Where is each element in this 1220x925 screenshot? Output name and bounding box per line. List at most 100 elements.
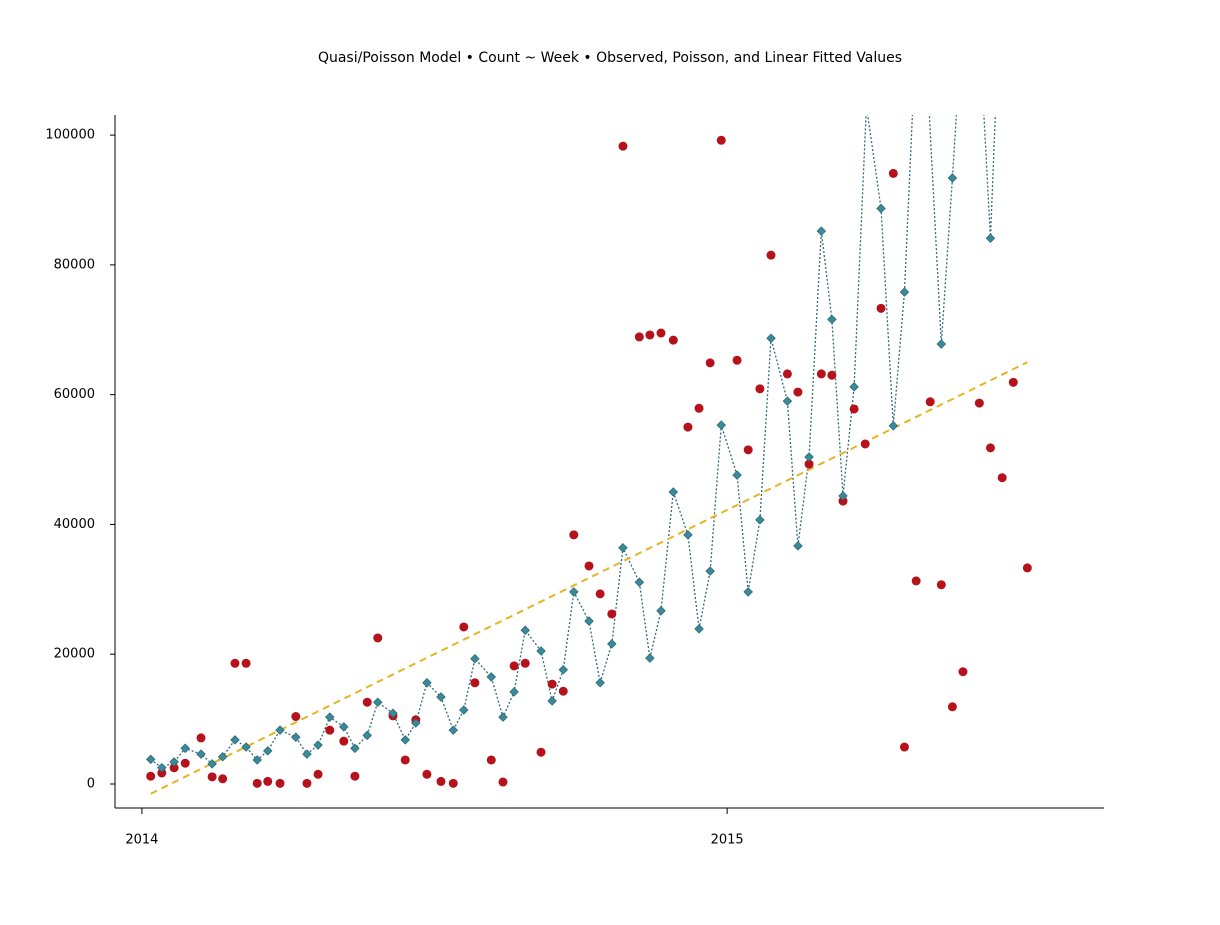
poisson-point bbox=[217, 751, 228, 762]
poisson-point bbox=[558, 665, 569, 675]
poisson-point bbox=[804, 452, 814, 462]
x-tick-label: 2015 bbox=[711, 833, 744, 848]
observed-point bbox=[241, 658, 251, 668]
observed-point bbox=[436, 776, 446, 786]
observed-point bbox=[849, 404, 859, 414]
observed-point bbox=[230, 658, 240, 668]
observed-point bbox=[486, 755, 496, 765]
observed-point bbox=[373, 633, 383, 643]
poisson-point bbox=[645, 653, 655, 663]
observed-point bbox=[302, 778, 312, 788]
poisson-point bbox=[584, 616, 594, 626]
linear-fit-line bbox=[150, 361, 1028, 795]
poisson-point bbox=[888, 421, 899, 431]
observed-point bbox=[716, 135, 726, 145]
observed-point bbox=[634, 332, 644, 342]
poisson-point bbox=[547, 696, 557, 706]
observed-point bbox=[350, 771, 360, 781]
observed-point bbox=[325, 725, 335, 735]
observed-point bbox=[1022, 563, 1032, 573]
poisson-point bbox=[694, 624, 704, 634]
observed-point bbox=[218, 774, 228, 784]
poisson-point bbox=[595, 678, 605, 688]
poisson-point bbox=[827, 314, 837, 325]
observed-point bbox=[755, 384, 765, 394]
observed-point bbox=[459, 622, 469, 632]
observed-point bbox=[146, 771, 156, 781]
poisson-point bbox=[230, 735, 240, 745]
observed-point bbox=[958, 667, 968, 677]
poisson-line bbox=[150, 115, 996, 769]
poisson-point bbox=[520, 625, 530, 635]
poisson-point bbox=[498, 712, 508, 722]
observed-point bbox=[196, 733, 206, 743]
observed-point bbox=[558, 686, 568, 696]
observed-point bbox=[618, 141, 628, 151]
observed-point bbox=[838, 496, 848, 506]
poisson-point bbox=[849, 382, 859, 392]
poisson-point bbox=[196, 749, 206, 759]
poisson-point bbox=[411, 718, 421, 728]
observed-point bbox=[656, 328, 666, 338]
observed-point bbox=[705, 358, 715, 368]
poisson-point bbox=[207, 759, 217, 769]
poisson-point bbox=[313, 740, 323, 750]
poisson-point bbox=[388, 708, 398, 719]
observed-point bbox=[766, 250, 776, 260]
poisson-point bbox=[668, 487, 679, 497]
observed-point bbox=[362, 697, 372, 707]
plot-area bbox=[145, 102, 1032, 795]
observed-point bbox=[974, 398, 984, 408]
poisson-point bbox=[985, 233, 996, 244]
poisson-point bbox=[536, 646, 546, 656]
observed-point bbox=[888, 168, 898, 178]
observed-point bbox=[804, 459, 814, 469]
poisson-point bbox=[618, 543, 628, 553]
observed-point bbox=[313, 769, 323, 779]
poisson-point bbox=[169, 757, 179, 767]
poisson-point bbox=[876, 203, 886, 214]
poisson-point bbox=[743, 587, 753, 597]
poisson-point bbox=[448, 725, 459, 735]
poisson-point bbox=[782, 396, 793, 406]
poisson-point bbox=[436, 692, 446, 702]
observed-point bbox=[793, 387, 803, 397]
poisson-point bbox=[470, 653, 480, 664]
observed-point bbox=[732, 355, 742, 365]
observed-point bbox=[291, 712, 301, 722]
observed-point bbox=[169, 763, 179, 773]
observed-point bbox=[509, 661, 519, 671]
observed-point bbox=[782, 369, 792, 379]
observed-point bbox=[275, 778, 285, 788]
poisson-point bbox=[683, 530, 693, 540]
poisson-point bbox=[732, 470, 742, 480]
poisson-point bbox=[459, 705, 469, 715]
poisson-point bbox=[275, 725, 285, 735]
poisson-point bbox=[816, 226, 827, 236]
observed-point bbox=[470, 678, 480, 688]
observed-point bbox=[400, 755, 410, 765]
observed-point bbox=[584, 561, 594, 571]
observed-point bbox=[157, 768, 167, 778]
observed-point bbox=[498, 777, 508, 787]
poisson-point bbox=[899, 287, 910, 297]
y-tick-label: 40000 bbox=[54, 517, 95, 532]
observed-point bbox=[947, 702, 957, 712]
observed-point bbox=[816, 369, 826, 379]
observed-point bbox=[925, 397, 935, 407]
y-tick-label: 80000 bbox=[54, 257, 95, 272]
poisson-point bbox=[302, 749, 312, 759]
poisson-point bbox=[372, 697, 383, 707]
observed-point bbox=[683, 422, 693, 432]
poisson-point bbox=[422, 678, 432, 688]
y-tick-label: 100000 bbox=[45, 128, 95, 143]
observed-point bbox=[422, 769, 432, 779]
observed-point bbox=[448, 778, 458, 788]
observed-point bbox=[694, 403, 704, 413]
poisson-point bbox=[862, 102, 870, 110]
poisson-point bbox=[947, 173, 958, 183]
observed-point bbox=[180, 758, 190, 768]
poisson-point bbox=[569, 587, 579, 597]
poisson-point bbox=[656, 605, 666, 616]
